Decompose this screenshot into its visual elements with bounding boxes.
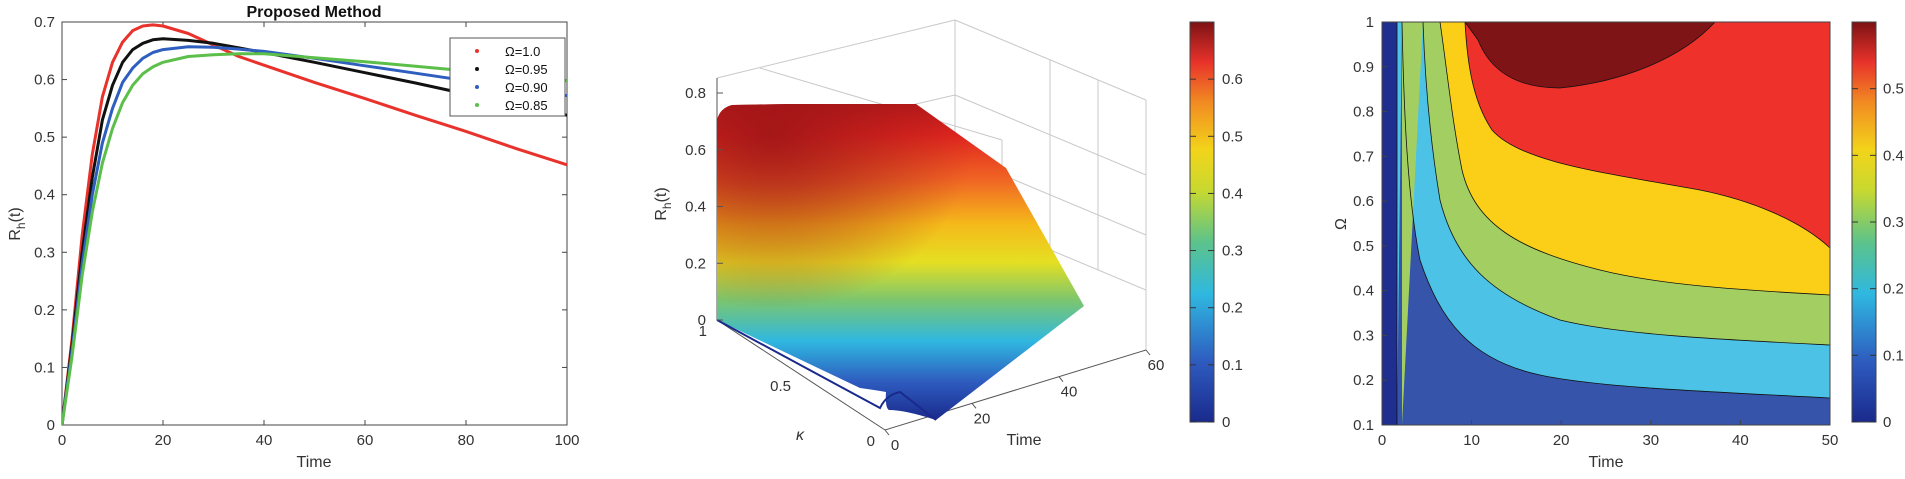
y-tick-label: 0.3	[34, 244, 55, 261]
time-tick-mark	[971, 403, 977, 409]
colorbar-ticks: 0 0.1 0.2 0.3 0.4 0.5 0.6	[1190, 71, 1243, 431]
x-tick-label: 50	[1822, 432, 1839, 449]
colorbar-tick-label: 0.6	[1222, 71, 1243, 88]
x-tick-label: 40	[256, 432, 273, 449]
x-tick-label: 0	[58, 432, 66, 449]
contour-lines	[1396, 22, 1830, 425]
z-tick-label: 0.4	[685, 199, 706, 216]
y-tick-label: 0.7	[1353, 148, 1374, 165]
y-axis-label: Rh(t)	[7, 207, 28, 240]
y-tick-label: 0.9	[1353, 59, 1374, 76]
y-tick-label: 0	[47, 417, 55, 434]
colorbar-tick-label: 0.1	[1222, 357, 1243, 374]
y-tick-label: 0.7	[34, 14, 55, 31]
legend-marker	[475, 103, 479, 107]
z-tick-label: 0	[698, 312, 706, 329]
kappa-tick-label: 0.5	[770, 378, 791, 395]
colorbar-tick-label: 0.4	[1883, 147, 1904, 164]
x-tick-label: 100	[554, 432, 579, 449]
legend-marker	[475, 67, 479, 71]
kappa-tick-label: 1	[699, 323, 707, 340]
y-axis-label: κ	[796, 427, 805, 444]
y-tick-label: 0.8	[1353, 104, 1374, 121]
colorbar	[1189, 21, 1215, 423]
time-tick-mark	[1058, 376, 1064, 382]
axis-ticks: 0 10 20 30 40 50 0.1 0.2 0.3 0.4 0.5 0.6 0.7 0.8 0.9 1	[1353, 14, 1838, 449]
time-tick-label: 60	[1148, 357, 1165, 374]
colorbar-tick-label: 0	[1883, 414, 1891, 431]
contour-chart-panel: 0 10 20 30 40 500.10.20.30.40.50.60.70.80.91 …	[1333, 14, 1904, 471]
colorbar-tick-label: 0.4	[1222, 185, 1243, 202]
colorbar-tick-label: 0.5	[1883, 81, 1904, 98]
x-tick-label: 10	[1463, 432, 1480, 449]
y-tick-label: 0.4	[1353, 283, 1374, 300]
legend-box	[449, 37, 566, 117]
x-tick-label: 20	[155, 432, 172, 449]
colorbar-tick-label: 0.1	[1883, 347, 1904, 364]
colorbar-tick-label: 0.2	[1883, 281, 1904, 298]
colorbar-tick-label: 0.2	[1222, 300, 1243, 317]
time-tick-label: 20	[974, 410, 991, 427]
colorbar-tick-label: 0.3	[1222, 243, 1243, 260]
y-tick-label: 1	[1366, 14, 1374, 31]
kappa-tick-label: 0	[867, 433, 875, 450]
series-line	[62, 45, 567, 425]
x-axis-label: Time	[1589, 454, 1624, 471]
contour-fills	[1382, 22, 1830, 425]
colorbar-ticks: 0 0.1 0.2 0.3 0.4 0.5	[1852, 81, 1904, 431]
colorbar-tick-label: 0.5	[1222, 128, 1243, 145]
legend-label: Ω=0.85	[505, 98, 548, 113]
y-tick-label: 0.2	[34, 302, 55, 319]
colorbar-tick-label: 0.3	[1883, 214, 1904, 231]
y-tick-label: 0.3	[1353, 327, 1374, 344]
y-tick-label: 0.5	[34, 129, 55, 146]
x-tick-label: 20	[1553, 432, 1570, 449]
series-lines	[62, 23, 567, 425]
y-tick-label: 0.6	[1353, 193, 1374, 210]
x-tick-label: 30	[1642, 432, 1659, 449]
series-line	[62, 23, 567, 425]
colorbar-tick-label: 0	[1222, 414, 1230, 431]
x-tick-label: 0	[1378, 432, 1386, 449]
y-tick-label: 0.2	[1353, 372, 1374, 389]
surface-hot-region	[717, 104, 1084, 420]
x-axis-label: Time	[297, 454, 332, 471]
z-axis-label: Rh(t)	[653, 187, 674, 220]
y-tick-label: 0.5	[1353, 238, 1374, 255]
contour-band-0	[1382, 22, 1397, 425]
x-tick-label: 40	[1732, 432, 1749, 449]
legend-label: Ω=0.95	[505, 62, 548, 77]
time-tick-label: 0	[891, 437, 899, 454]
legend-label: Ω=0.90	[505, 80, 548, 95]
y-tick-label: 0.1	[34, 359, 55, 376]
chart-title: Proposed Method	[246, 4, 381, 21]
legend-marker	[475, 49, 479, 53]
y-tick-label: 0.4	[34, 187, 55, 204]
series-line	[62, 52, 567, 425]
y-tick-label: 0.6	[34, 72, 55, 89]
x-axis-label: Time	[1007, 432, 1042, 449]
surface-bottom-edge	[716, 319, 937, 421]
legend-marker	[475, 85, 479, 89]
axis-ticks: 0 20 40 60 80 100 0 0.1 0.2 0.3 0.4 0.5 0.6 0.7	[34, 14, 579, 449]
contour-band-0.6	[1465, 22, 1715, 88]
series-line	[62, 37, 567, 425]
time-tick-mark	[884, 429, 890, 436]
legend: Ω=1.0 Ω=0.95 Ω=0.90 Ω=0.85	[449, 37, 566, 117]
y-tick-label: 0.1	[1353, 417, 1374, 434]
time-tick-mark	[1145, 349, 1151, 356]
time-tick-label: 40	[1061, 384, 1078, 401]
line-chart-panel: 0 20 40 60 80 100 0 0.1 0.2 0.3 0.4 0.5 0.6 0.7 Propo…	[7, 4, 580, 471]
z-tick-label: 0.8	[685, 85, 706, 102]
x-tick-label: 80	[458, 432, 475, 449]
plot-area	[1381, 21, 1831, 426]
legend-label: Ω=1.0	[505, 44, 540, 59]
z-tick-label: 0.6	[685, 142, 706, 159]
x-tick-label: 60	[357, 432, 374, 449]
y-axis-label: Ω	[1333, 218, 1350, 230]
z-tick-label: 0.2	[685, 255, 706, 272]
